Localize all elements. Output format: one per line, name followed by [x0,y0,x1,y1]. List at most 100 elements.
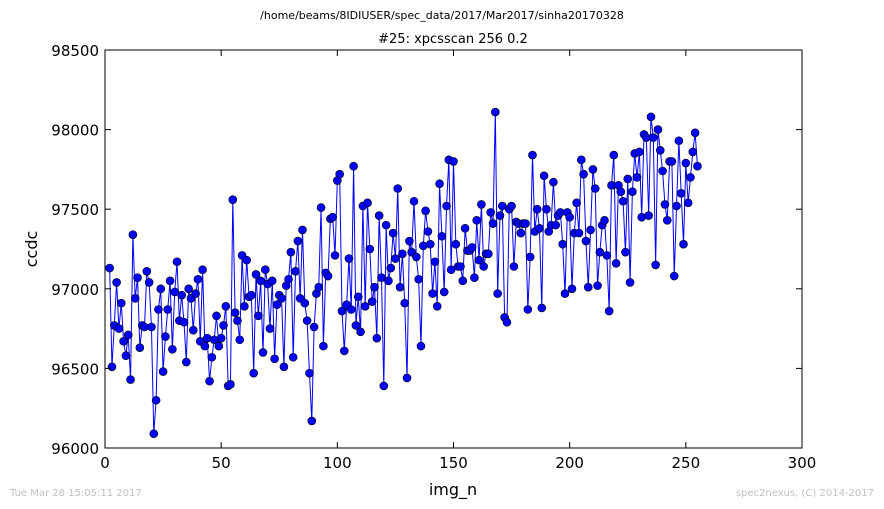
data-point [658,166,667,176]
data-point [288,352,298,362]
data-point [586,225,595,235]
data-point [616,187,626,196]
chart-title: #25: xpcsscan 256 0.2 [378,32,528,47]
data-point [669,271,679,281]
data-point [651,260,660,270]
data-point [393,184,403,193]
data-point [581,236,591,246]
data-point [381,220,391,230]
data-point [451,239,461,249]
x-tick-label: 250 [672,454,701,472]
data-point [314,282,324,292]
data-point [372,333,382,343]
data-point [370,282,379,292]
data-point [667,157,677,166]
data-point [402,373,412,383]
data-point [279,362,289,372]
data-point [126,375,135,384]
data-point [316,203,326,212]
data-point [493,289,502,298]
data-point [367,297,377,306]
data-point [147,322,156,332]
data-point [472,216,482,225]
data-point [602,251,612,260]
data-point [655,146,665,155]
y-axis-label: ccdc [22,231,41,268]
data-point [560,289,570,298]
data-point [539,171,549,181]
data-point [693,161,702,171]
data-point [228,195,238,204]
data-point [346,305,356,314]
data-point [351,321,361,330]
x-tick-label: 150 [439,454,468,472]
data-point [272,300,282,310]
y-tick-label: 97000 [51,281,99,299]
data-point [686,173,695,182]
data-point [219,321,228,330]
data-point [284,274,293,284]
data-point [156,284,166,294]
y-tick-label: 97500 [51,201,99,219]
data-point [414,274,423,284]
data-point [470,273,479,282]
data-point [247,290,256,300]
data-point [142,266,152,276]
data-series [105,107,702,438]
plot-frame [104,49,803,449]
data-point [595,247,605,257]
data-point [154,305,163,314]
data-point [328,212,337,222]
data-point [198,265,207,275]
data-point [121,351,131,360]
data-point [676,188,686,198]
data-point [516,228,526,238]
data-point [672,201,681,211]
data-point [300,298,310,308]
data-point [188,325,198,335]
data-point [537,303,547,313]
data-point [305,368,314,378]
data-point [460,224,470,233]
data-point [391,254,400,263]
data-point [349,161,358,171]
data-point [107,362,117,372]
data-point [184,284,193,294]
data-point [600,216,609,225]
data-point [233,316,242,325]
data-point [532,204,542,214]
data-point [623,174,633,184]
data-point [386,263,396,273]
data-point [335,169,344,179]
data-point [437,231,447,241]
data-point [254,311,263,321]
data-point [653,125,663,134]
data-point [528,150,537,160]
data-point [542,204,551,214]
data-point [230,308,240,317]
data-point [458,276,468,286]
y-tick-label: 96500 [51,360,99,378]
data-point [637,212,646,222]
data-point [265,324,275,333]
data-point [486,208,495,217]
data-point [158,367,168,376]
data-point [409,196,419,206]
data-point [179,317,189,327]
data-point [525,252,535,262]
data-point [319,341,328,351]
data-point [425,239,435,249]
data-point [477,200,486,209]
footer-timestamp: Tue Mar 28 15:05:11 2017 [10,488,142,499]
data-point [662,216,672,225]
data-point [439,287,449,297]
x-tick-label: 200 [555,454,584,472]
y-tick-label: 98000 [51,122,99,140]
data-point [235,335,245,345]
data-point [618,196,628,206]
data-point [193,274,203,284]
data-point [421,206,430,216]
data-point [395,282,405,292]
data-point [133,273,142,282]
data-point [442,201,451,211]
